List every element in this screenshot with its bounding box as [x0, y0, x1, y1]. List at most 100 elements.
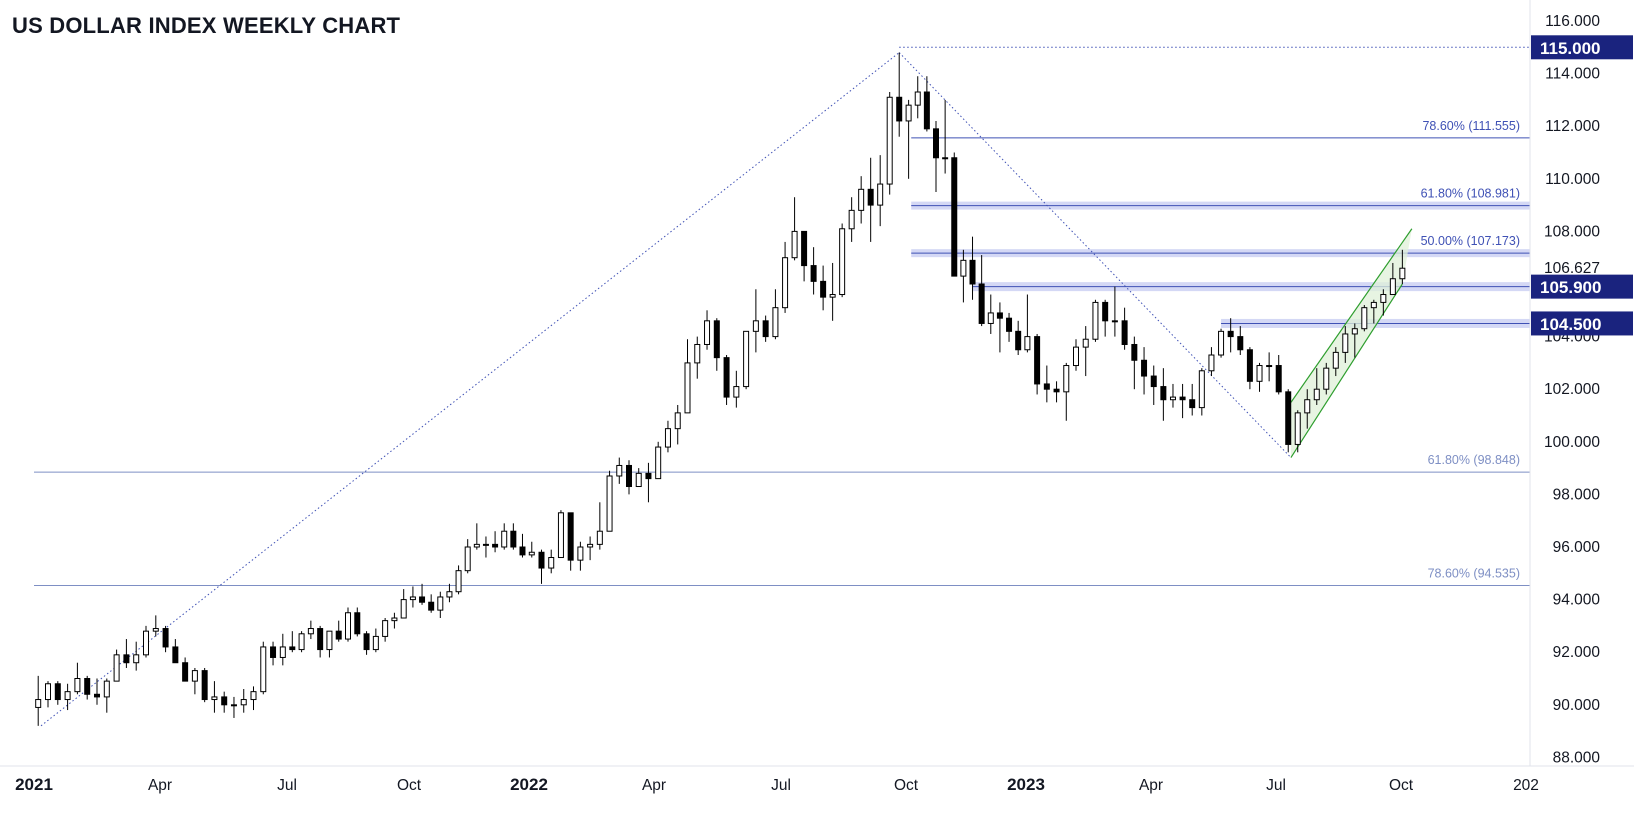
- candle-body: [428, 601, 435, 611]
- candle: [1053, 381, 1060, 403]
- candle: [987, 294, 994, 334]
- candle: [382, 618, 389, 642]
- candle-body: [538, 551, 545, 569]
- candle-body: [473, 543, 480, 548]
- candle: [1294, 410, 1301, 453]
- y-tick-label: 88.000: [1553, 749, 1601, 766]
- candle-body: [674, 412, 681, 430]
- candle-body: [762, 320, 769, 338]
- candle: [400, 589, 407, 619]
- candle-body: [54, 683, 61, 701]
- candle: [428, 594, 435, 613]
- candle-body: [382, 620, 389, 637]
- price-label-box: [1531, 274, 1633, 299]
- candle: [867, 157, 874, 242]
- candle: [84, 675, 91, 700]
- candle: [704, 310, 711, 350]
- candle-body: [501, 530, 508, 548]
- candle: [933, 120, 939, 192]
- candle-body: [143, 630, 149, 656]
- candle-body: [655, 446, 662, 480]
- candle: [201, 667, 208, 703]
- candle: [354, 607, 361, 637]
- candle-body: [270, 646, 277, 658]
- candle-body: [400, 599, 407, 619]
- candle: [1380, 289, 1387, 316]
- candle: [969, 236, 976, 300]
- candle-body: [960, 259, 967, 277]
- candle: [1323, 362, 1330, 395]
- candle: [94, 678, 100, 705]
- candle-body: [113, 654, 120, 682]
- candle: [713, 318, 720, 371]
- candle-body: [162, 628, 169, 648]
- candle-body: [1351, 328, 1358, 335]
- candle: [250, 686, 257, 711]
- candle-body: [446, 591, 453, 598]
- candle: [409, 586, 416, 608]
- candle-body: [289, 646, 296, 651]
- candle: [664, 420, 671, 453]
- y-tick-label: 98.000: [1553, 486, 1601, 503]
- candle-body: [772, 307, 779, 338]
- candle: [270, 641, 277, 666]
- candle: [1034, 333, 1041, 395]
- candle-body: [1179, 396, 1186, 401]
- candle: [113, 649, 120, 682]
- candle: [762, 315, 769, 342]
- candle: [1082, 326, 1089, 377]
- candle-body: [1342, 333, 1349, 353]
- candle-body: [250, 691, 257, 701]
- candle-body: [577, 546, 584, 561]
- candle: [587, 536, 594, 561]
- date-axis: 2021 Apr Jul Oct 2022 Apr Jul Oct 2023 Apr Jul Oct 2…: [15, 775, 1539, 794]
- candle: [211, 681, 218, 713]
- candle-body: [635, 472, 642, 488]
- candle: [914, 76, 921, 119]
- candle: [279, 633, 286, 666]
- candle: [1150, 365, 1157, 405]
- candle: [801, 230, 808, 282]
- candle: [162, 625, 169, 653]
- candle-body: [1169, 396, 1176, 401]
- candle: [1237, 326, 1244, 356]
- price-axis: 88.000 90.000 92.000 94.000 96.000 98.000 100.…: [1531, 13, 1633, 766]
- candle-body: [1189, 399, 1196, 409]
- candle: [335, 620, 342, 642]
- candle-body: [1024, 336, 1031, 351]
- candle: [54, 681, 61, 705]
- candle: [616, 457, 623, 484]
- candle-body: [211, 696, 218, 701]
- candle: [752, 289, 759, 353]
- candle-body: [969, 259, 976, 285]
- candle-body: [1380, 294, 1387, 303]
- candle: [482, 536, 489, 558]
- candle: [1141, 347, 1148, 395]
- candle: [74, 662, 81, 695]
- candle-body: [1275, 365, 1282, 393]
- candle: [596, 502, 603, 550]
- candle: [567, 512, 574, 571]
- candle-body: [782, 257, 789, 309]
- candle-body: [886, 96, 893, 185]
- candle: [191, 667, 198, 695]
- candle-body: [35, 699, 42, 708]
- candle-body: [616, 464, 623, 477]
- candle: [464, 539, 471, 574]
- candle: [782, 241, 789, 313]
- price-label-text: 105.900: [1540, 278, 1601, 297]
- candle: [810, 247, 817, 295]
- candle-body: [791, 230, 798, 259]
- candle-body: [279, 646, 286, 658]
- candle-body: [1160, 386, 1167, 401]
- candle-body: [914, 91, 921, 106]
- candle-body: [363, 633, 370, 651]
- fib-level-label: 50.00% (107.173): [1421, 234, 1520, 248]
- candle: [960, 249, 967, 303]
- candle-body: [391, 617, 398, 622]
- candle-body: [704, 320, 711, 345]
- candle: [437, 591, 444, 619]
- candle-body: [733, 386, 740, 398]
- candle: [1006, 312, 1013, 342]
